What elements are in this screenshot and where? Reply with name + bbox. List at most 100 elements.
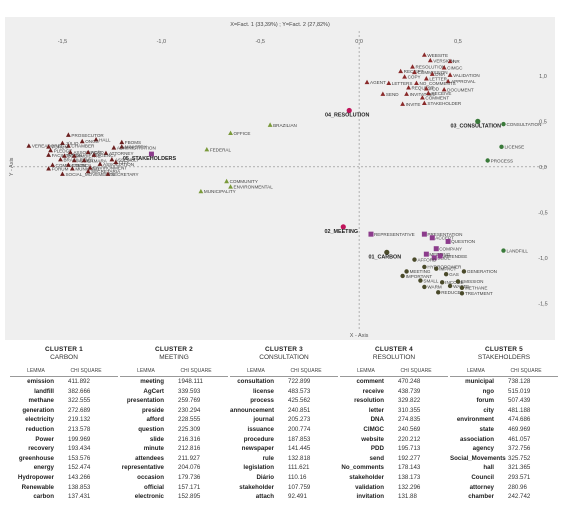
chi-square-cell: 259.769: [178, 397, 201, 405]
data-point: [422, 264, 427, 270]
table-row: announcement 240.851: [230, 406, 338, 416]
point-label: FACILITATION: [52, 153, 82, 158]
lemma-cell: Power: [35, 435, 54, 443]
lemma-cell: landfill: [34, 387, 54, 395]
data-point: [97, 161, 103, 166]
table-row: comment 470.248: [340, 377, 448, 387]
table-header: LEMMA CHI SQUARE: [230, 368, 338, 377]
data-point: [364, 79, 370, 85]
lemma-cell: attendees: [135, 454, 164, 462]
col-lemma-header: LEMMA: [27, 368, 45, 374]
point-label: PROCESS: [491, 158, 513, 163]
chi-square-cell: 211.927: [178, 454, 200, 462]
table-row: journal 205.273: [230, 415, 338, 425]
table-row: afford 228.555: [120, 415, 228, 425]
data-point: [437, 253, 443, 259]
data-point: [71, 153, 77, 158]
point-label: INCOME: [445, 280, 463, 285]
data-point: [119, 139, 125, 145]
chi-square-cell: 220.212: [398, 435, 421, 443]
data-point: [109, 156, 115, 162]
table-row: recovery 193.434: [10, 444, 118, 454]
lemma-cell: carbon: [33, 493, 54, 501]
table-row: carbon 137.431: [10, 492, 118, 502]
lemma-cell: generation: [22, 406, 54, 414]
point-label: IMPORTANT: [406, 274, 433, 279]
point-label: 04_RESOLUTION: [325, 112, 369, 118]
data-point: [380, 91, 386, 96]
table-row: Renewable 138.853: [10, 483, 118, 493]
point-label: COMPLETION: [56, 163, 86, 168]
data-point: [475, 118, 481, 124]
data-point: [445, 238, 451, 244]
table-row: Council 293.571: [450, 473, 558, 483]
chi-square-cell: 515.019: [508, 387, 531, 395]
point-label: IMPACT: [439, 267, 456, 272]
chi-square-cell: 132.818: [288, 454, 311, 462]
lemma-cell: chamber: [468, 493, 494, 501]
data-point: [436, 290, 441, 295]
chi-square-cell: 131.88: [398, 493, 417, 501]
data-point: [111, 145, 117, 150]
y-tick-label: -1,0: [538, 256, 547, 262]
chi-square-cell: 474.686: [508, 416, 531, 424]
lemma-cell: afford: [146, 416, 164, 424]
lemma-cell: attach: [255, 493, 274, 501]
chi-square-cell: 722.899: [288, 378, 311, 385]
point-label: SECRETARIA: [91, 169, 121, 174]
col-chi-header: CHI SQUARE: [290, 368, 322, 374]
data-point: [439, 280, 445, 285]
chi-square-cell: 1948.111: [178, 378, 203, 385]
point-label: NO_COMMENTS: [419, 81, 455, 86]
point-label: ATTORNEY: [109, 151, 134, 156]
point-label: SMALL: [423, 278, 439, 283]
col-chi-header: CHI SQUARE: [70, 368, 102, 374]
data-point: [421, 100, 427, 106]
col-lemma-header: LEMMA: [467, 368, 485, 374]
data-point: [65, 162, 71, 167]
table-row: city 481.188: [450, 406, 558, 416]
point-label: CITY: [119, 160, 129, 165]
x-axis-label: X - Axis: [350, 333, 369, 339]
chi-square-cell: 293.571: [508, 473, 531, 481]
data-point: [412, 257, 417, 262]
cluster-subtitle: RESOLUTION: [372, 354, 416, 361]
data-point: [386, 80, 392, 85]
chi-square-cell: 272.689: [68, 406, 91, 414]
table-row: send 192.277: [340, 454, 448, 464]
point-label: SLIDE: [437, 256, 450, 261]
point-label: ATTENDEE: [443, 254, 467, 259]
data-point: [26, 143, 32, 148]
point-label: REDUCE: [441, 290, 460, 295]
point-label: HYDROPOWER: [427, 265, 462, 270]
lemma-cell: Renewable: [21, 483, 54, 491]
data-point: [228, 130, 233, 136]
chi-square-cell: 200.774: [288, 425, 311, 433]
point-label: JÚLIO: [65, 140, 78, 146]
table-header: LEMMA CHI SQUARE: [120, 368, 228, 377]
point-label: AGENCY: [97, 153, 116, 158]
table-row: letter 310.355: [340, 406, 448, 416]
chi-square-cell: 205.273: [288, 416, 311, 424]
cluster-subtitle: CONSULTATION: [259, 354, 309, 361]
point-label: NR: [453, 59, 460, 64]
chi-square-cell: 470.248: [398, 378, 421, 385]
point-label: PROSECUTOR: [71, 133, 104, 138]
lemma-cell: official: [144, 483, 164, 491]
point-label: CONSULTATION: [506, 122, 541, 127]
cluster-title: CLUSTER 4: [375, 346, 413, 353]
point-label: COMMUNITY: [230, 179, 258, 184]
data-point: [459, 291, 465, 296]
point-label: RECEIVE: [431, 91, 451, 96]
data-point: [441, 65, 447, 70]
lemma-cell: issuance: [247, 425, 274, 433]
data-point: [447, 72, 453, 77]
data-point: [398, 68, 404, 74]
table-row: stakeholder 107.759: [230, 483, 338, 493]
data-point: [501, 121, 506, 127]
chi-square-cell: 179.736: [178, 473, 201, 481]
table-row: issuance 200.774: [230, 425, 338, 435]
point-label: ASSOCIATION: [103, 162, 134, 167]
data-point: [46, 166, 51, 171]
cluster-title: CLUSTER 1: [45, 346, 83, 353]
